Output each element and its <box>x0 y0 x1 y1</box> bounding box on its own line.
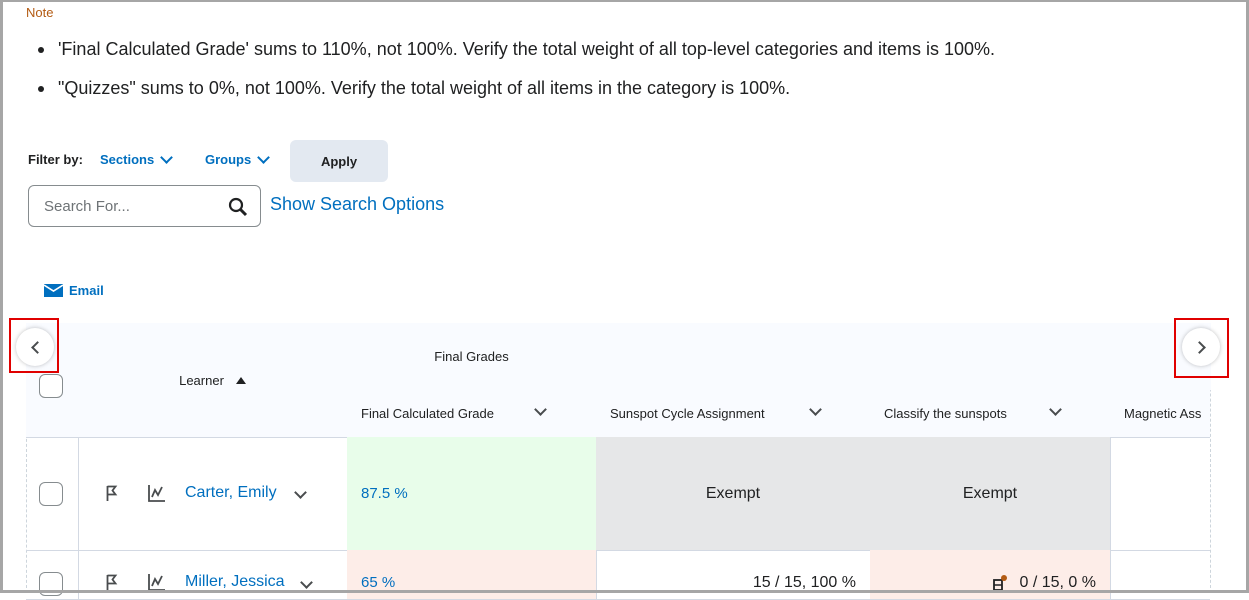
scroll-right-button[interactable] <box>1182 328 1220 366</box>
table-edge <box>1210 323 1211 593</box>
groups-dropdown[interactable]: Groups <box>205 150 271 167</box>
grade-cell[interactable] <box>1110 437 1210 551</box>
column-header-final-calculated-grade[interactable]: Final Calculated Grade <box>347 390 597 438</box>
learner-cell: Carter, Emily <box>78 437 348 551</box>
flag-icon[interactable] <box>106 485 118 501</box>
chevron-down-icon[interactable] <box>1049 403 1062 416</box>
email-button[interactable]: Email <box>44 283 104 298</box>
search-icon[interactable] <box>228 197 248 217</box>
grade-value: Exempt <box>962 484 1018 502</box>
grade-value[interactable]: 65 % <box>361 574 396 591</box>
grade-value: Exempt <box>705 484 761 502</box>
note-label: Note <box>26 5 54 20</box>
row-select-cell <box>26 437 79 551</box>
highlight-box <box>1174 318 1229 378</box>
chevron-down-icon <box>160 150 174 164</box>
learner-header-label: Learner <box>179 372 224 388</box>
group-header-blank <box>596 323 1211 391</box>
grade-cell[interactable]: Exempt <box>596 437 871 551</box>
sort-ascending-icon <box>235 376 246 384</box>
progress-chart-icon[interactable] <box>148 573 166 591</box>
column-label: Sunspot Cycle Assignment <box>610 406 765 421</box>
learner-header[interactable]: Learner <box>78 323 348 438</box>
grade-cell[interactable]: Exempt <box>870 437 1111 551</box>
flag-icon[interactable] <box>106 574 118 590</box>
search-placeholder: Search For... <box>44 197 130 215</box>
show-search-options-link[interactable]: Show Search Options <box>270 194 445 214</box>
grade-value: 15 / 15, 100 % <box>752 574 856 591</box>
note-list: 'Final Calculated Grade' sums to 110%, n… <box>36 38 995 116</box>
email-label: Email <box>69 283 104 298</box>
scroll-left-button[interactable] <box>16 328 54 366</box>
note-item: 'Final Calculated Grade' sums to 110%, n… <box>36 38 995 77</box>
final-grades-group-header: Final Grades <box>347 323 597 391</box>
grade-value[interactable]: 87.5 % <box>361 485 408 502</box>
column-header-sunspot-cycle-assignment[interactable]: Sunspot Cycle Assignment <box>596 390 871 438</box>
select-all-checkbox[interactable] <box>39 374 63 398</box>
row-checkbox[interactable] <box>39 482 63 506</box>
column-label: Classify the sunspots <box>884 406 1007 421</box>
chevron-down-icon[interactable] <box>534 403 547 416</box>
grade-value: 0 / 15, 0 % <box>1019 574 1097 591</box>
chevron-down-icon <box>257 150 271 164</box>
column-label: Magnetic Ass <box>1124 406 1202 421</box>
learner-link[interactable]: Miller, Jessica <box>185 573 285 590</box>
filter-label: Filter by: <box>28 152 83 167</box>
column-header-magnetic[interactable]: Magnetic Ass <box>1110 390 1210 438</box>
chevron-down-icon[interactable] <box>809 403 822 416</box>
sections-dropdown[interactable]: Sections <box>100 150 174 167</box>
chevron-down-icon[interactable] <box>294 486 307 499</box>
sections-label: Sections <box>100 152 155 167</box>
progress-chart-icon[interactable] <box>148 484 166 502</box>
final-grade-cell[interactable]: 87.5 % <box>347 437 597 551</box>
column-label: Final Calculated Grade <box>361 406 494 421</box>
email-icon <box>44 284 63 297</box>
chevron-down-icon[interactable] <box>300 576 313 589</box>
row-checkbox[interactable] <box>39 572 63 596</box>
draft-feedback-icon <box>992 575 1007 591</box>
highlight-box <box>9 318 59 373</box>
search-input[interactable]: Search For... <box>28 185 261 227</box>
note-item: "Quizzes" sums to 0%, not 100%. Verify t… <box>36 77 995 116</box>
groups-label: Groups <box>205 152 252 167</box>
column-header-classify-the-sunspots[interactable]: Classify the sunspots <box>870 390 1111 438</box>
group-header-label: Final Grades <box>434 349 509 364</box>
apply-button[interactable]: Apply <box>290 140 388 182</box>
learner-link[interactable]: Carter, Emily <box>185 484 277 501</box>
